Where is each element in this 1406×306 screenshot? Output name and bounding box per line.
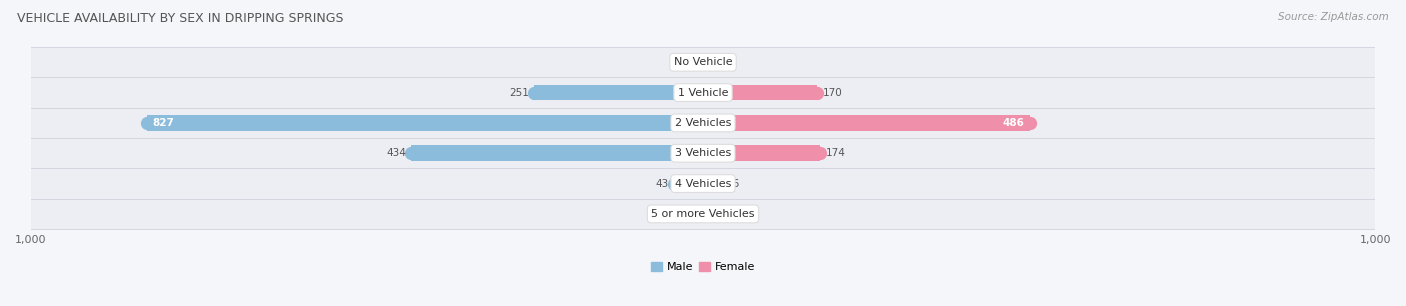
Text: 26: 26: [725, 179, 740, 188]
Text: No Vehicle: No Vehicle: [673, 57, 733, 67]
Text: 2 Vehicles: 2 Vehicles: [675, 118, 731, 128]
Text: 486: 486: [1002, 118, 1025, 128]
Bar: [703, 145, 820, 161]
Text: 43: 43: [655, 179, 669, 188]
Text: VEHICLE AVAILABILITY BY SEX IN DRIPPING SPRINGS: VEHICLE AVAILABILITY BY SEX IN DRIPPING …: [17, 12, 343, 25]
Text: 434: 434: [387, 148, 406, 158]
Text: 827: 827: [152, 118, 174, 128]
Bar: [31, 47, 1375, 77]
Text: 10: 10: [716, 209, 728, 219]
Bar: [31, 77, 1375, 108]
Bar: [31, 199, 1375, 229]
Bar: [31, 138, 1375, 168]
Text: 0: 0: [689, 57, 695, 67]
Bar: [673, 176, 703, 192]
Bar: [148, 115, 703, 131]
Text: 251: 251: [509, 88, 529, 98]
Bar: [411, 145, 703, 161]
Text: Source: ZipAtlas.com: Source: ZipAtlas.com: [1278, 12, 1389, 22]
Legend: Male, Female: Male, Female: [647, 257, 759, 277]
Text: 31: 31: [664, 209, 676, 219]
Bar: [703, 206, 710, 222]
Bar: [31, 168, 1375, 199]
Text: 4 Vehicles: 4 Vehicles: [675, 179, 731, 188]
Text: 5 or more Vehicles: 5 or more Vehicles: [651, 209, 755, 219]
Text: 0: 0: [711, 57, 717, 67]
Bar: [703, 115, 1029, 131]
Bar: [703, 176, 720, 192]
Text: 170: 170: [823, 88, 842, 98]
Text: 1 Vehicle: 1 Vehicle: [678, 88, 728, 98]
Bar: [682, 206, 703, 222]
Bar: [31, 108, 1375, 138]
Text: 3 Vehicles: 3 Vehicles: [675, 148, 731, 158]
Bar: [534, 85, 703, 100]
Bar: [703, 85, 817, 100]
Text: 174: 174: [825, 148, 845, 158]
